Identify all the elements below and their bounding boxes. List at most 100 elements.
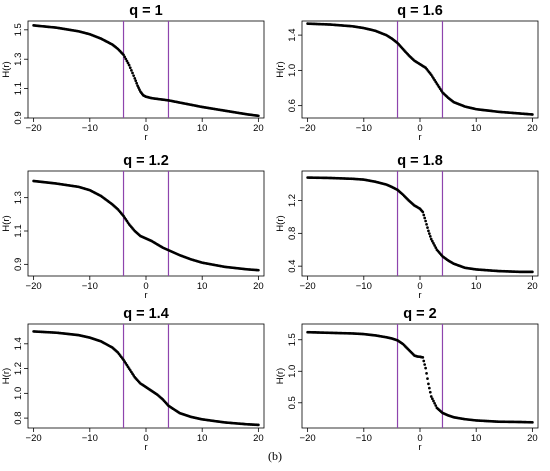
y-tick-label: 1.5 (13, 23, 24, 36)
y-tick-label: 0.8 (13, 411, 24, 424)
x-tick-label: 10 (197, 123, 208, 134)
data-point (434, 246, 438, 249)
y-tick-label: 1.3 (13, 53, 24, 66)
data-point (432, 242, 435, 245)
chart-panel: q = 2 −20 −10 0 10 20 0.5 1.0 1.5 r H(r) (275, 306, 539, 453)
data-point (424, 366, 427, 370)
x-tick-label: 20 (253, 123, 264, 134)
data-point (426, 226, 429, 229)
data-point (126, 61, 130, 65)
data-point (422, 359, 426, 363)
y-tick-label: 0.9 (13, 258, 24, 271)
x-tick-label: −20 (26, 433, 42, 444)
x-tick-label: 20 (527, 433, 538, 444)
data-point (431, 397, 434, 401)
y-tick-label: 1.4 (13, 337, 24, 350)
data-point (432, 399, 435, 403)
x-tick-label: 10 (471, 123, 482, 134)
data-point (531, 270, 534, 274)
chart-panel: q = 1 −20 −10 0 10 20 0.9 1.1 1.3 1.5 r H(r) (1, 3, 265, 143)
data-point (424, 219, 427, 223)
x-tick-label: 0 (143, 433, 148, 444)
x-tick-label: 20 (527, 281, 538, 292)
x-axis-label: r (144, 290, 147, 301)
data-point (428, 235, 432, 238)
data-point (423, 363, 427, 366)
x-tick-label: −10 (82, 433, 98, 444)
series-curve (306, 176, 534, 274)
y-tick-label: 1.4 (287, 28, 298, 41)
plot-frame (27, 20, 265, 119)
y-tick-label: 0.8 (287, 227, 298, 240)
data-point (257, 268, 260, 272)
data-point (421, 210, 425, 214)
chart-title: q = 1.6 (397, 3, 443, 19)
data-point (428, 386, 431, 390)
y-axis-label: H(r) (275, 61, 286, 77)
y-tick-label: 1.0 (287, 365, 298, 378)
y-tick-label: 1.0 (13, 387, 24, 400)
x-tick-label: −10 (82, 123, 98, 134)
series-curve (32, 330, 260, 427)
x-tick-label: 10 (471, 281, 482, 292)
data-point (122, 53, 125, 57)
x-axis-label: r (144, 442, 147, 453)
y-tick-label: 0.4 (287, 260, 298, 273)
chart-title: q = 1 (129, 3, 162, 19)
plot-frame (301, 323, 539, 429)
chart-panel: q = 1.4 −20 −10 0 10 20 0.8 1.0 1.2 1.4 r H(r) (1, 306, 265, 453)
plot-frame (301, 170, 539, 277)
y-tick-label: 1.3 (13, 191, 24, 204)
y-axis-label: H(r) (1, 61, 12, 77)
data-point (429, 395, 433, 398)
data-point (427, 229, 430, 233)
x-tick-label: −10 (82, 281, 98, 292)
data-point (124, 57, 128, 61)
data-point (431, 239, 434, 243)
x-tick-label: −20 (26, 281, 42, 292)
x-axis-label: r (144, 132, 147, 143)
y-tick-label: 0.9 (13, 111, 24, 124)
x-tick-label: −10 (356, 433, 372, 444)
chart-title: q = 1.4 (123, 306, 169, 322)
y-axis-label: H(r) (1, 368, 12, 384)
data-point (131, 71, 134, 75)
x-tick-label: 20 (253, 433, 264, 444)
data-point (425, 372, 428, 375)
figure-caption: (b) (268, 449, 282, 463)
data-point (130, 69, 133, 72)
y-tick-label: 1.0 (287, 64, 298, 77)
x-tick-label: 10 (197, 281, 208, 292)
plot-frame (301, 20, 539, 119)
y-tick-label: 1.2 (13, 362, 24, 375)
x-tick-label: 0 (143, 123, 148, 134)
data-point (425, 222, 428, 226)
data-point (128, 66, 132, 70)
data-point (257, 423, 260, 427)
y-axis-label: H(r) (1, 215, 12, 231)
x-tick-label: 0 (417, 123, 422, 134)
x-tick-label: 0 (417, 433, 422, 444)
y-tick-label: 1.2 (287, 194, 298, 207)
x-tick-label: −10 (356, 123, 372, 134)
data-point (422, 213, 426, 217)
x-tick-label: 0 (417, 281, 422, 292)
x-tick-label: 10 (471, 433, 482, 444)
x-tick-label: −10 (356, 281, 372, 292)
data-point (132, 74, 135, 78)
x-axis-label: r (418, 290, 421, 301)
chart-title: q = 2 (403, 306, 436, 322)
data-point (434, 404, 438, 407)
y-axis-label: H(r) (275, 215, 286, 231)
y-tick-label: 1.1 (13, 82, 24, 95)
data-point (429, 237, 433, 241)
series-curve (306, 330, 534, 424)
y-axis-label: H(r) (275, 368, 286, 384)
y-tick-label: 1.5 (287, 333, 298, 346)
chart-title: q = 1.2 (123, 153, 169, 169)
series-curve (32, 24, 260, 118)
x-tick-label: 0 (143, 281, 148, 292)
x-tick-label: −20 (300, 123, 316, 134)
data-point (531, 420, 534, 424)
